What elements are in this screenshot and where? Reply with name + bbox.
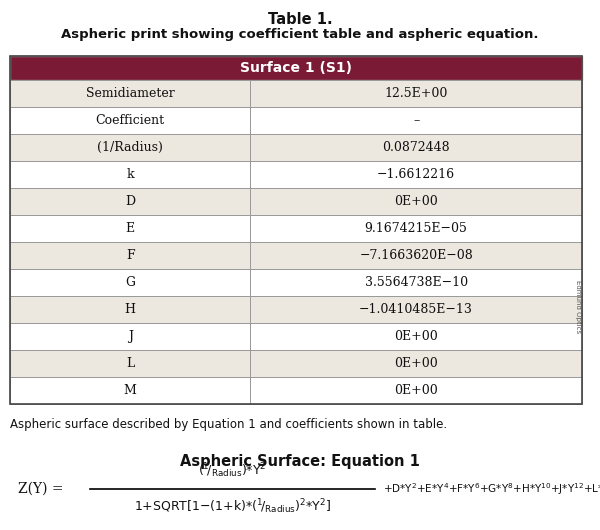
Text: ($^1\!/_{\mathsf{Radius}}$)*Y$^2$: ($^1\!/_{\mathsf{Radius}}$)*Y$^2$ bbox=[198, 462, 267, 480]
Text: (1/Radius): (1/Radius) bbox=[97, 141, 163, 154]
Text: Aspheric surface described by Equation 1 and coefficients shown in table.: Aspheric surface described by Equation 1… bbox=[10, 418, 447, 431]
Bar bbox=[10, 350, 250, 377]
Text: D: D bbox=[125, 195, 135, 208]
Text: J: J bbox=[128, 330, 133, 343]
Bar bbox=[10, 296, 250, 323]
Bar bbox=[250, 377, 582, 404]
Text: Aspheric print showing coefficient table and aspheric equation.: Aspheric print showing coefficient table… bbox=[61, 28, 539, 41]
Bar bbox=[250, 188, 582, 215]
Bar bbox=[10, 215, 250, 242]
Text: 0.0872448: 0.0872448 bbox=[382, 141, 450, 154]
Text: 12.5E+00: 12.5E+00 bbox=[385, 87, 448, 100]
Bar bbox=[250, 350, 582, 377]
Bar bbox=[10, 242, 250, 269]
Text: 1+SQRT[1$-$(1+k)*($^1\!/_{\mathsf{Radius}}$)$^2$*Y$^2$]: 1+SQRT[1$-$(1+k)*($^1\!/_{\mathsf{Radius… bbox=[134, 498, 331, 516]
Text: E: E bbox=[125, 222, 134, 235]
Text: −1.6612216: −1.6612216 bbox=[377, 168, 455, 181]
Text: L: L bbox=[126, 357, 134, 370]
Bar bbox=[250, 107, 582, 134]
Text: 0E+00: 0E+00 bbox=[394, 195, 438, 208]
Bar bbox=[10, 161, 250, 188]
Bar bbox=[250, 215, 582, 242]
Bar bbox=[10, 107, 250, 134]
Bar bbox=[10, 56, 582, 404]
Text: 3.5564738E−10: 3.5564738E−10 bbox=[365, 276, 467, 289]
Bar bbox=[250, 269, 582, 296]
Text: F: F bbox=[126, 249, 134, 262]
Bar bbox=[250, 161, 582, 188]
Text: H: H bbox=[125, 303, 136, 316]
Bar bbox=[10, 323, 250, 350]
Text: Semidiameter: Semidiameter bbox=[86, 87, 175, 100]
Bar bbox=[10, 269, 250, 296]
Text: Aspheric Surface: Equation 1: Aspheric Surface: Equation 1 bbox=[180, 454, 420, 469]
Text: Table 1.: Table 1. bbox=[268, 12, 332, 27]
Bar bbox=[10, 80, 250, 107]
Text: Surface 1 (S1): Surface 1 (S1) bbox=[240, 61, 352, 75]
Text: Z(Y) =: Z(Y) = bbox=[18, 482, 64, 496]
Text: −1.0410485E−13: −1.0410485E−13 bbox=[359, 303, 473, 316]
Text: +D*Y$^2$+E*Y$^4$+F*Y$^6$+G*Y$^8$+H*Y$^{10}$+J*Y$^{12}$+L*Y$^{14}$+M*Y$^{16}$: +D*Y$^2$+E*Y$^4$+F*Y$^6$+G*Y$^8$+H*Y$^{1… bbox=[383, 481, 600, 497]
Text: –: – bbox=[413, 114, 419, 127]
Bar bbox=[10, 188, 250, 215]
Text: Coefficient: Coefficient bbox=[95, 114, 164, 127]
Bar bbox=[250, 242, 582, 269]
Bar bbox=[250, 80, 582, 107]
Text: 9.1674215E−05: 9.1674215E−05 bbox=[365, 222, 467, 235]
Text: −7.1663620E−08: −7.1663620E−08 bbox=[359, 249, 473, 262]
Text: k: k bbox=[127, 168, 134, 181]
Text: Edmund Optics: Edmund Optics bbox=[575, 280, 581, 333]
Bar bbox=[10, 56, 582, 80]
Bar bbox=[250, 296, 582, 323]
Text: G: G bbox=[125, 276, 135, 289]
Text: 0E+00: 0E+00 bbox=[394, 384, 438, 397]
Bar bbox=[250, 134, 582, 161]
Text: 0E+00: 0E+00 bbox=[394, 330, 438, 343]
Text: 0E+00: 0E+00 bbox=[394, 357, 438, 370]
Text: M: M bbox=[124, 384, 137, 397]
Bar bbox=[10, 134, 250, 161]
Bar bbox=[10, 377, 250, 404]
Bar bbox=[250, 323, 582, 350]
